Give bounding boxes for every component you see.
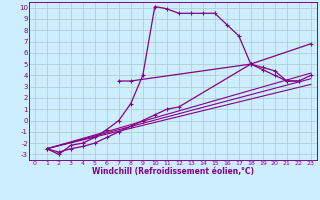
X-axis label: Windchill (Refroidissement éolien,°C): Windchill (Refroidissement éolien,°C) — [92, 167, 254, 176]
